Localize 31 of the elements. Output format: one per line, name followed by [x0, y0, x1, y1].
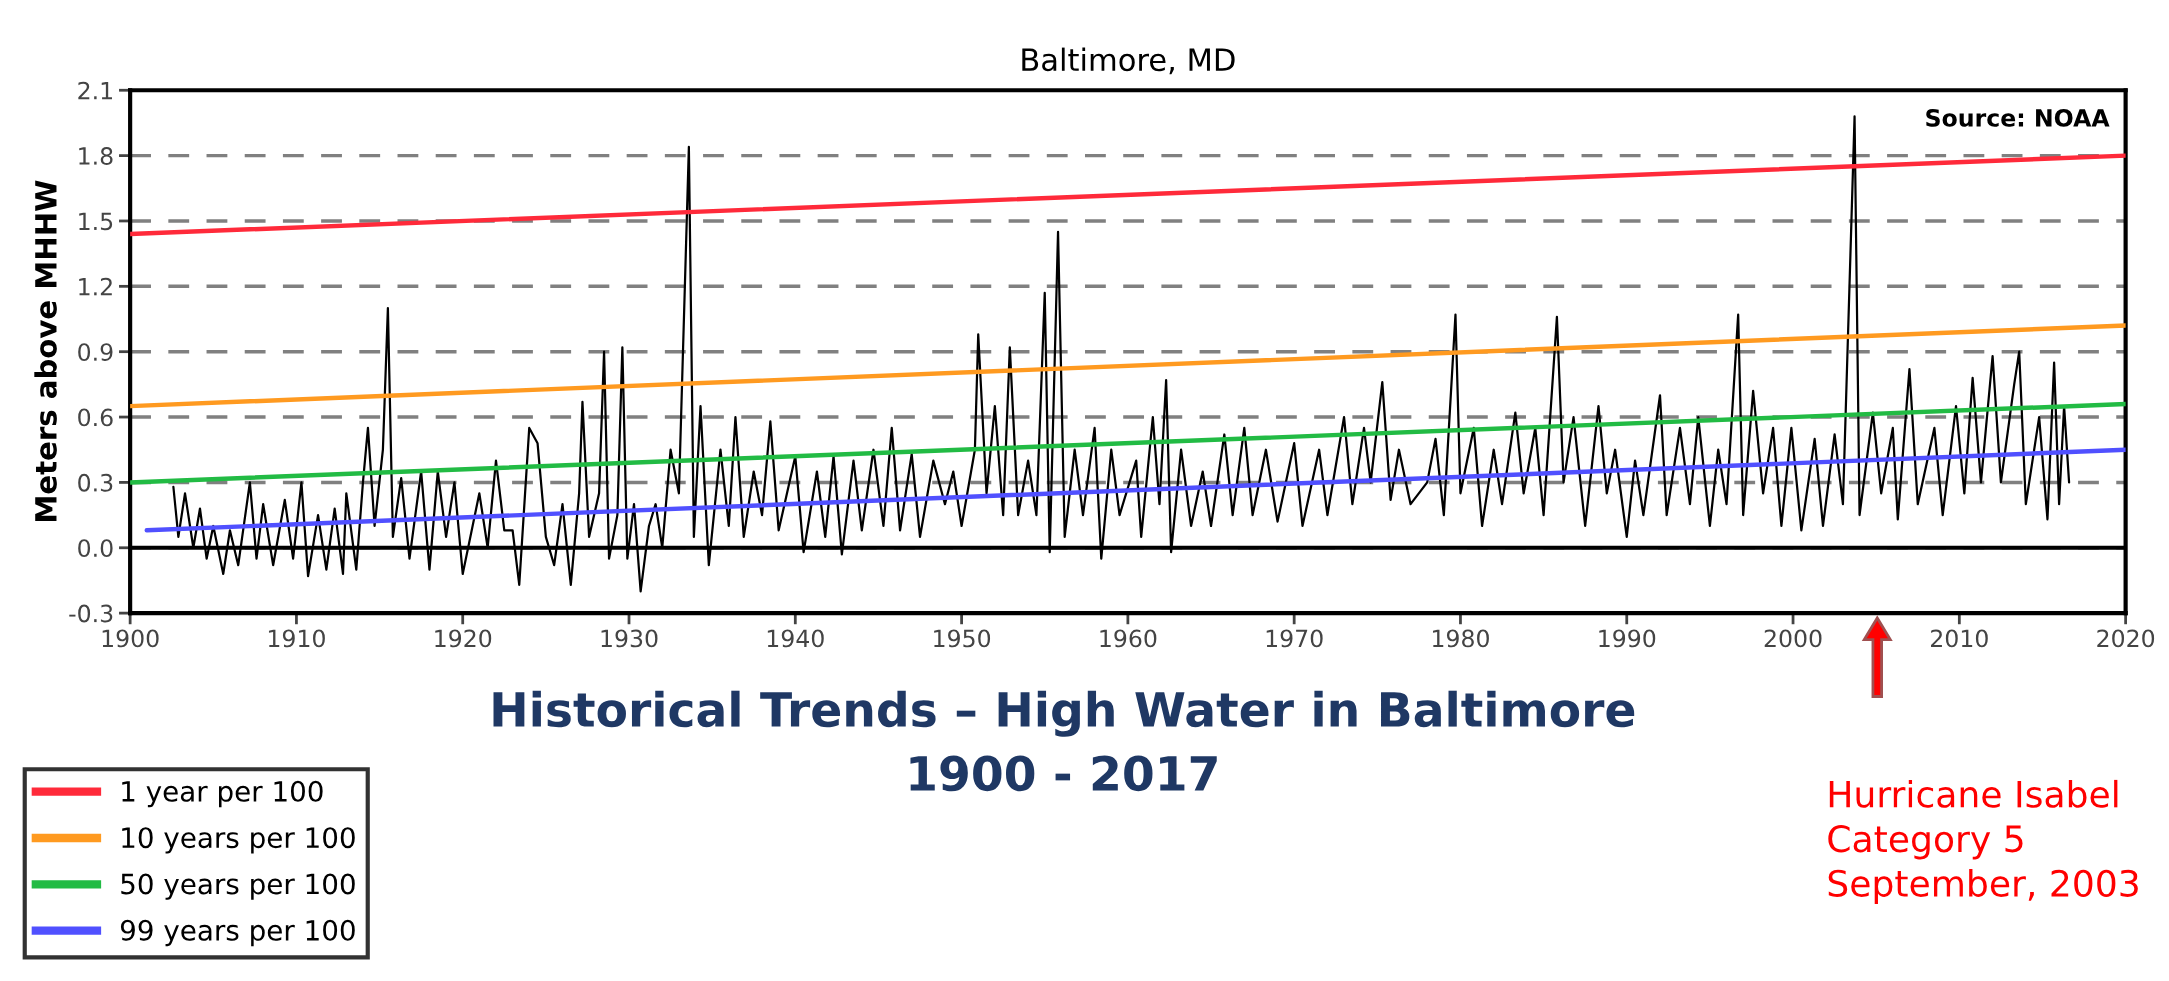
- x-tick-label: 2000: [1764, 629, 1822, 648]
- x-tick-label: 1930: [601, 629, 658, 648]
- x-tick-label: 2010: [1931, 629, 1988, 648]
- x-tick-label: 2020: [2097, 629, 2155, 648]
- y-tick-label: 0.0: [78, 539, 113, 558]
- legend-label: 99 years per 100: [120, 919, 355, 947]
- y-tick-label: 0.3: [78, 473, 113, 492]
- y-tick-label: 2.1: [78, 81, 112, 100]
- text: Hurricane Isabel Category 5 September, 2003: [1828, 779, 2138, 904]
- legend-label: 10 years per 100: [122, 827, 355, 854]
- x-tick-label: 1920: [435, 629, 492, 648]
- x-tick-label: 1980: [1433, 629, 1489, 648]
- y-axis-title: Meters above MHHW: [34, 180, 57, 521]
- text: Historical Trends – High Water in Baltimore 1900 - 2017: [493, 690, 1635, 792]
- chart-title: Baltimore, MD: [1022, 47, 1235, 75]
- x-tick-label: 1940: [767, 629, 824, 648]
- x-tick-label: 1900: [102, 629, 159, 648]
- x-tick-label: 1950: [934, 629, 991, 648]
- x-tick-label: 1910: [268, 629, 325, 648]
- x-tick-label: 1970: [1266, 629, 1323, 648]
- x-tick-label: 1990: [1599, 629, 1656, 648]
- y-tick-label: 1.2: [79, 277, 112, 296]
- legend-label: 1 year per 100: [122, 780, 323, 808]
- y-tick-label: -0.3: [69, 604, 113, 623]
- y-tick-label: 1.8: [79, 147, 113, 165]
- y-tick-label: 0.6: [78, 408, 113, 427]
- y-tick-label: 1.5: [79, 212, 113, 231]
- legend-label: 50 years per 100: [121, 873, 355, 900]
- annotation: Source: NOAA: [1926, 108, 2110, 127]
- x-tick-label: 1960: [1100, 629, 1157, 648]
- y-tick-label: 0.9: [78, 343, 113, 361]
